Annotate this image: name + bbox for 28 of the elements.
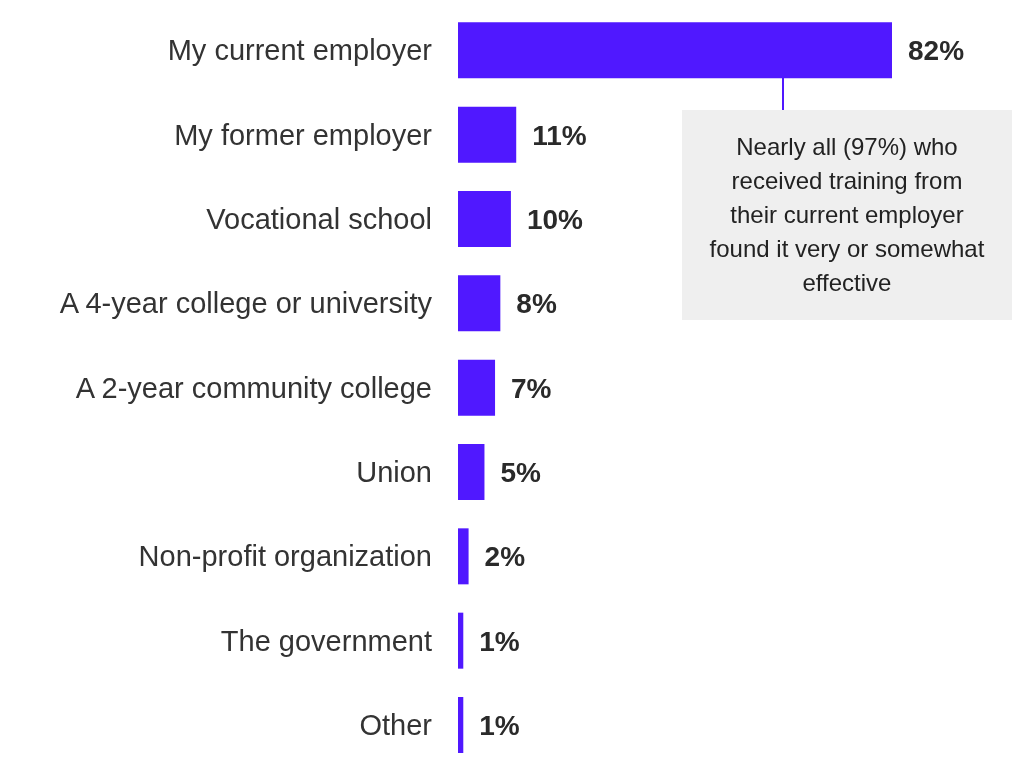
bar bbox=[458, 22, 892, 79]
data-label: 82% bbox=[908, 35, 965, 67]
bar bbox=[458, 528, 469, 585]
y-tick-label: Union bbox=[356, 456, 432, 489]
y-tick-label: Vocational school bbox=[206, 203, 432, 236]
data-label: 1% bbox=[479, 625, 520, 657]
data-label: 11% bbox=[532, 119, 587, 151]
bar bbox=[458, 191, 511, 247]
data-label: 1% bbox=[479, 709, 520, 741]
bar bbox=[458, 444, 485, 500]
data-label: 10% bbox=[526, 203, 584, 235]
bar bbox=[458, 612, 464, 669]
data-label: 2% bbox=[484, 541, 526, 573]
bar bbox=[458, 697, 464, 753]
y-tick-label: My former employer bbox=[174, 118, 433, 151]
bar bbox=[458, 275, 501, 332]
data-label: 5% bbox=[500, 456, 542, 488]
annotation: Nearly all (97%) who received training from their current employer found it very or somewhat effective bbox=[682, 109, 1012, 320]
y-tick-label: My current employer bbox=[167, 34, 433, 67]
y-tick-label: Non-profit organization bbox=[138, 540, 432, 573]
y-tick-label: A 2-year community college bbox=[75, 371, 432, 404]
y-tick-label: The government bbox=[220, 624, 432, 657]
data-label: 8% bbox=[516, 288, 557, 320]
y-tick-label: A 4-year college or university bbox=[59, 287, 433, 320]
y-tick-label: Other bbox=[359, 709, 433, 742]
bar bbox=[458, 359, 496, 416]
bar bbox=[458, 106, 517, 163]
data-label: 7% bbox=[511, 372, 552, 404]
